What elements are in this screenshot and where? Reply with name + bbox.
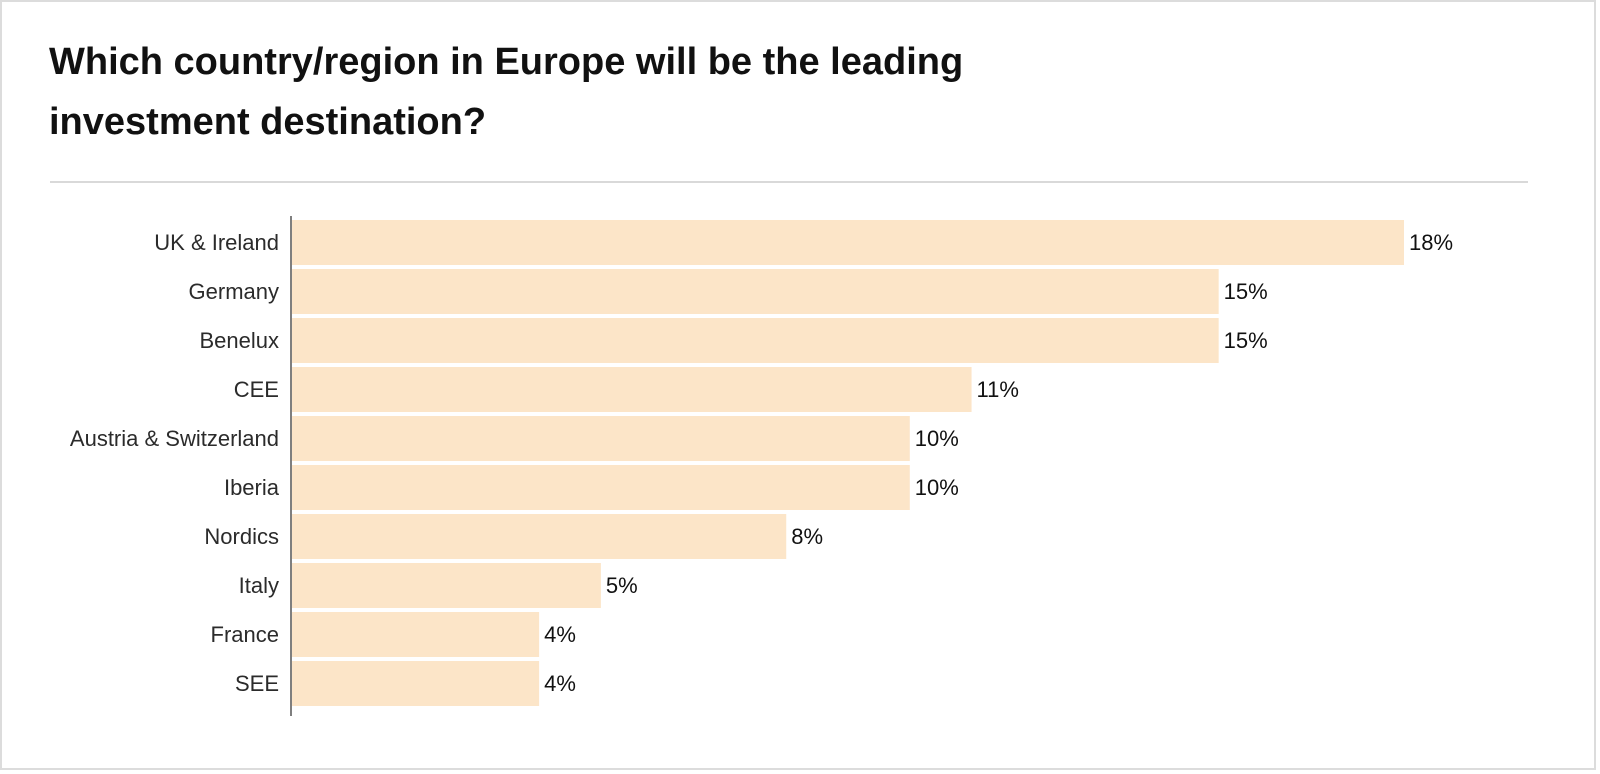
value-label: 11%	[977, 377, 1019, 402]
value-label: 4%	[544, 671, 576, 696]
value-label: 8%	[791, 524, 823, 549]
category-label: SEE	[235, 671, 279, 696]
bar	[292, 563, 601, 608]
category-label: UK & Ireland	[154, 230, 279, 255]
category-label: Nordics	[204, 524, 279, 549]
category-label: Benelux	[199, 328, 279, 353]
bar	[292, 220, 1404, 265]
category-label: Germany	[189, 279, 279, 304]
value-label: 15%	[1224, 328, 1268, 353]
bar	[292, 612, 540, 657]
category-label: Austria & Switzerland	[70, 426, 279, 451]
value-label: 10%	[915, 475, 959, 500]
bar	[292, 367, 972, 412]
bar	[292, 269, 1219, 314]
category-label: Italy	[239, 573, 279, 598]
category-label: Iberia	[224, 475, 280, 500]
value-label: 18%	[1409, 230, 1453, 255]
category-label: CEE	[234, 377, 279, 402]
bar	[292, 514, 787, 559]
bar	[292, 661, 540, 706]
value-label: 15%	[1224, 279, 1268, 304]
bar	[292, 416, 910, 461]
chart-title: Which country/region in Europe will be t…	[49, 41, 964, 143]
value-label: 4%	[544, 622, 576, 647]
bar	[292, 318, 1219, 363]
category-label: France	[211, 622, 279, 647]
value-label: 5%	[606, 573, 638, 598]
title-divider	[50, 181, 1528, 183]
value-label: 10%	[915, 426, 959, 451]
bar	[292, 465, 910, 510]
